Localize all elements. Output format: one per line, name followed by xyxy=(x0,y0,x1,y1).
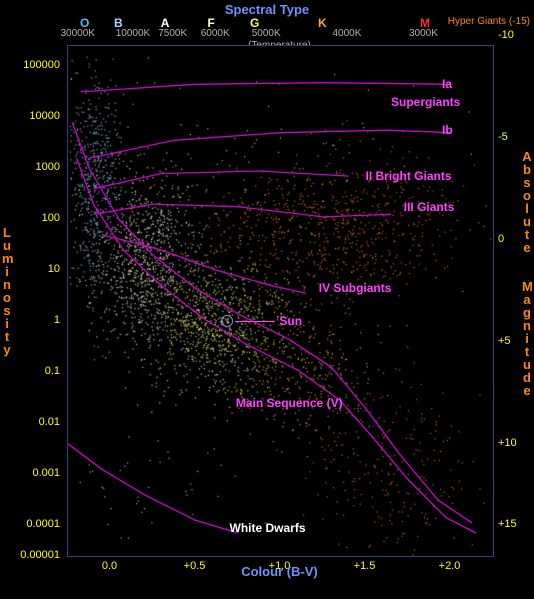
region-label: Supergiants xyxy=(391,95,460,109)
region-label: IV Subgiants xyxy=(319,281,392,295)
luminosity-tick: 100 xyxy=(0,212,60,224)
region-label: Main Sequence (V) xyxy=(236,396,343,410)
luminosity-axis-label: Luminosity xyxy=(2,226,12,356)
luminosity-tick: 0.00001 xyxy=(0,549,60,561)
temp-tick: 5000K xyxy=(252,28,281,39)
temp-tick: 6000K xyxy=(201,28,230,39)
hyper-giants-label: Hyper Giants (-15) xyxy=(448,16,530,27)
sun-marker xyxy=(221,315,233,327)
luminosity-tick: 1000 xyxy=(0,161,60,173)
magnitude-tick: +15 xyxy=(498,518,532,530)
region-label: III Giants xyxy=(404,200,455,214)
temp-tick: 4000K xyxy=(333,28,362,39)
colour-axis-label: Colour (B-V) xyxy=(67,564,492,579)
region-label: II Bright Giants xyxy=(366,169,452,183)
sun-label: Sun xyxy=(279,314,302,328)
top-title: Spectral Type xyxy=(0,2,534,17)
temp-tick: 3000K xyxy=(409,28,438,39)
temp-tick: 10000K xyxy=(116,28,150,39)
magnitude-tick: -10 xyxy=(498,29,532,41)
hr-diagram: Spectral Type OBAFGKM 30000K10000K7500K6… xyxy=(0,0,534,599)
temp-tick: 7500K xyxy=(158,28,187,39)
region-label: Ib xyxy=(442,123,453,137)
luminosity-tick: 0.1 xyxy=(0,365,60,377)
luminosity-tick: 10000 xyxy=(0,110,60,122)
temperature-row: 30000K10000K7500K6000K5000K4000K3000K xyxy=(67,28,492,40)
luminosity-tick: 100000 xyxy=(0,59,60,71)
temp-tick: 30000K xyxy=(61,28,95,39)
plot-area: Sun Ia Supergiants Ib II Bright Giants III G… xyxy=(67,45,494,557)
luminosity-tick: 0.001 xyxy=(0,467,60,479)
region-label: White Dwarfs xyxy=(230,521,306,535)
scatter-canvas xyxy=(68,46,493,556)
luminosity-tick: 0.0001 xyxy=(0,518,60,530)
magnitude-tick: +10 xyxy=(498,437,532,449)
sun-pointer-line xyxy=(235,321,275,322)
region-label: Ia xyxy=(442,77,452,91)
magnitude-axis-label: Absolute Magnitude xyxy=(522,150,532,397)
magnitude-tick: -5 xyxy=(498,131,532,143)
luminosity-tick: 0.01 xyxy=(0,416,60,428)
